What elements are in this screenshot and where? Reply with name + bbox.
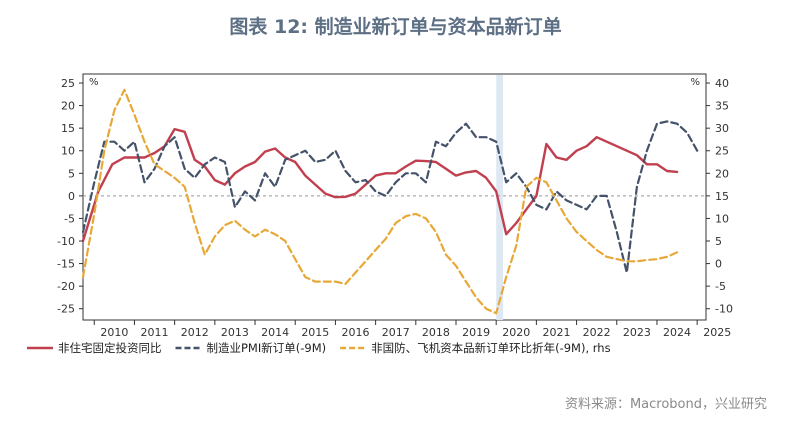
left-tick-label: -20 [57, 280, 75, 293]
x-tick-label: 2021 [542, 326, 570, 339]
right-tick-label: -10 [715, 303, 733, 316]
x-tick-label: 2019 [462, 326, 490, 339]
right-tick-label: 35 [715, 100, 729, 113]
legend-label: 非国防、飞机资本品新订单环比折年(-9M), rhs [371, 341, 610, 355]
left-tick-label: -25 [57, 303, 75, 316]
shaded-period-band [496, 75, 504, 320]
legend-label: 非住宅固定投资同比 [58, 341, 162, 355]
x-tick-label: 2023 [623, 326, 651, 339]
legend: 非住宅固定投资同比 制造业PMI新订单(-9M) 非国防、飞机资本品新订单环比折年(… [27, 341, 611, 355]
x-tick-label: 2022 [583, 326, 611, 339]
left-tick-label: 15 [61, 122, 75, 135]
legend-item-1: 非住宅固定投资同比 [27, 341, 162, 355]
right-tick-label: 10 [715, 212, 729, 225]
right-tick-label: 20 [715, 167, 729, 180]
right-tick-label: 25 [715, 145, 729, 158]
legend-label: 制造业PMI新订单(-9M) [207, 341, 327, 355]
left-tick-label: 5 [68, 167, 75, 180]
series-line-2 [81, 120, 699, 274]
right-tick-label: 15 [715, 190, 729, 203]
right-unit: % [690, 77, 700, 88]
x-tick-label: 2025 [703, 326, 731, 339]
left-tick-label: 25 [61, 77, 75, 90]
left-tick-label: -10 [57, 235, 75, 248]
x-tick-label: 2013 [221, 326, 249, 339]
left-tick-label: 10 [61, 145, 75, 158]
x-tick-label: 2012 [181, 326, 209, 339]
x-tick-label: 2017 [382, 326, 410, 339]
right-tick-label: -5 [715, 280, 726, 293]
left-tick-label: 20 [61, 100, 75, 113]
x-tick-label: 2010 [100, 326, 128, 339]
x-tick-label: 2020 [502, 326, 530, 339]
x-tick-label: 2015 [301, 326, 329, 339]
right-axis: % 40 35 30 25 20 15 10 5 0 -5 -10 [690, 77, 732, 316]
series-layer [81, 88, 699, 315]
x-axis: 2010 2011 2012 2013 2014 2015 2016 2017 2018 2019… [93, 320, 731, 339]
x-tick-label: 2016 [342, 326, 370, 339]
left-tick-label: 0 [68, 190, 75, 203]
plot-border [82, 73, 707, 321]
x-tick-label: 2018 [422, 326, 450, 339]
left-axis: % 25 20 15 10 5 0 -5 -10 -15 -20 -25 [57, 77, 98, 316]
chart-title: 图表 12: 制造业新订单与资本品新订单 [229, 16, 562, 38]
left-unit: % [89, 77, 99, 88]
series-line-1 [81, 127, 679, 243]
right-tick-label: 0 [715, 258, 722, 271]
right-tick-label: 40 [715, 77, 729, 90]
right-tick-label: 30 [715, 122, 729, 135]
series-line-3 [81, 88, 679, 315]
left-tick-label: -5 [64, 212, 75, 225]
legend-item-3: 非国防、飞机资本品新订单环比折年(-9M), rhs [340, 341, 611, 355]
right-tick-label: 5 [715, 235, 722, 248]
shaded-period [496, 75, 504, 320]
source-note: 资料来源：Macrobond，兴业研究 [564, 397, 767, 412]
x-tick-label: 2024 [663, 326, 691, 339]
x-tick-label: 2011 [141, 326, 169, 339]
left-tick-label: -15 [57, 258, 75, 271]
plot-frame [82, 73, 707, 321]
x-tick-label: 2014 [261, 326, 289, 339]
legend-item-2: 制造业PMI新订单(-9M) [175, 341, 327, 355]
